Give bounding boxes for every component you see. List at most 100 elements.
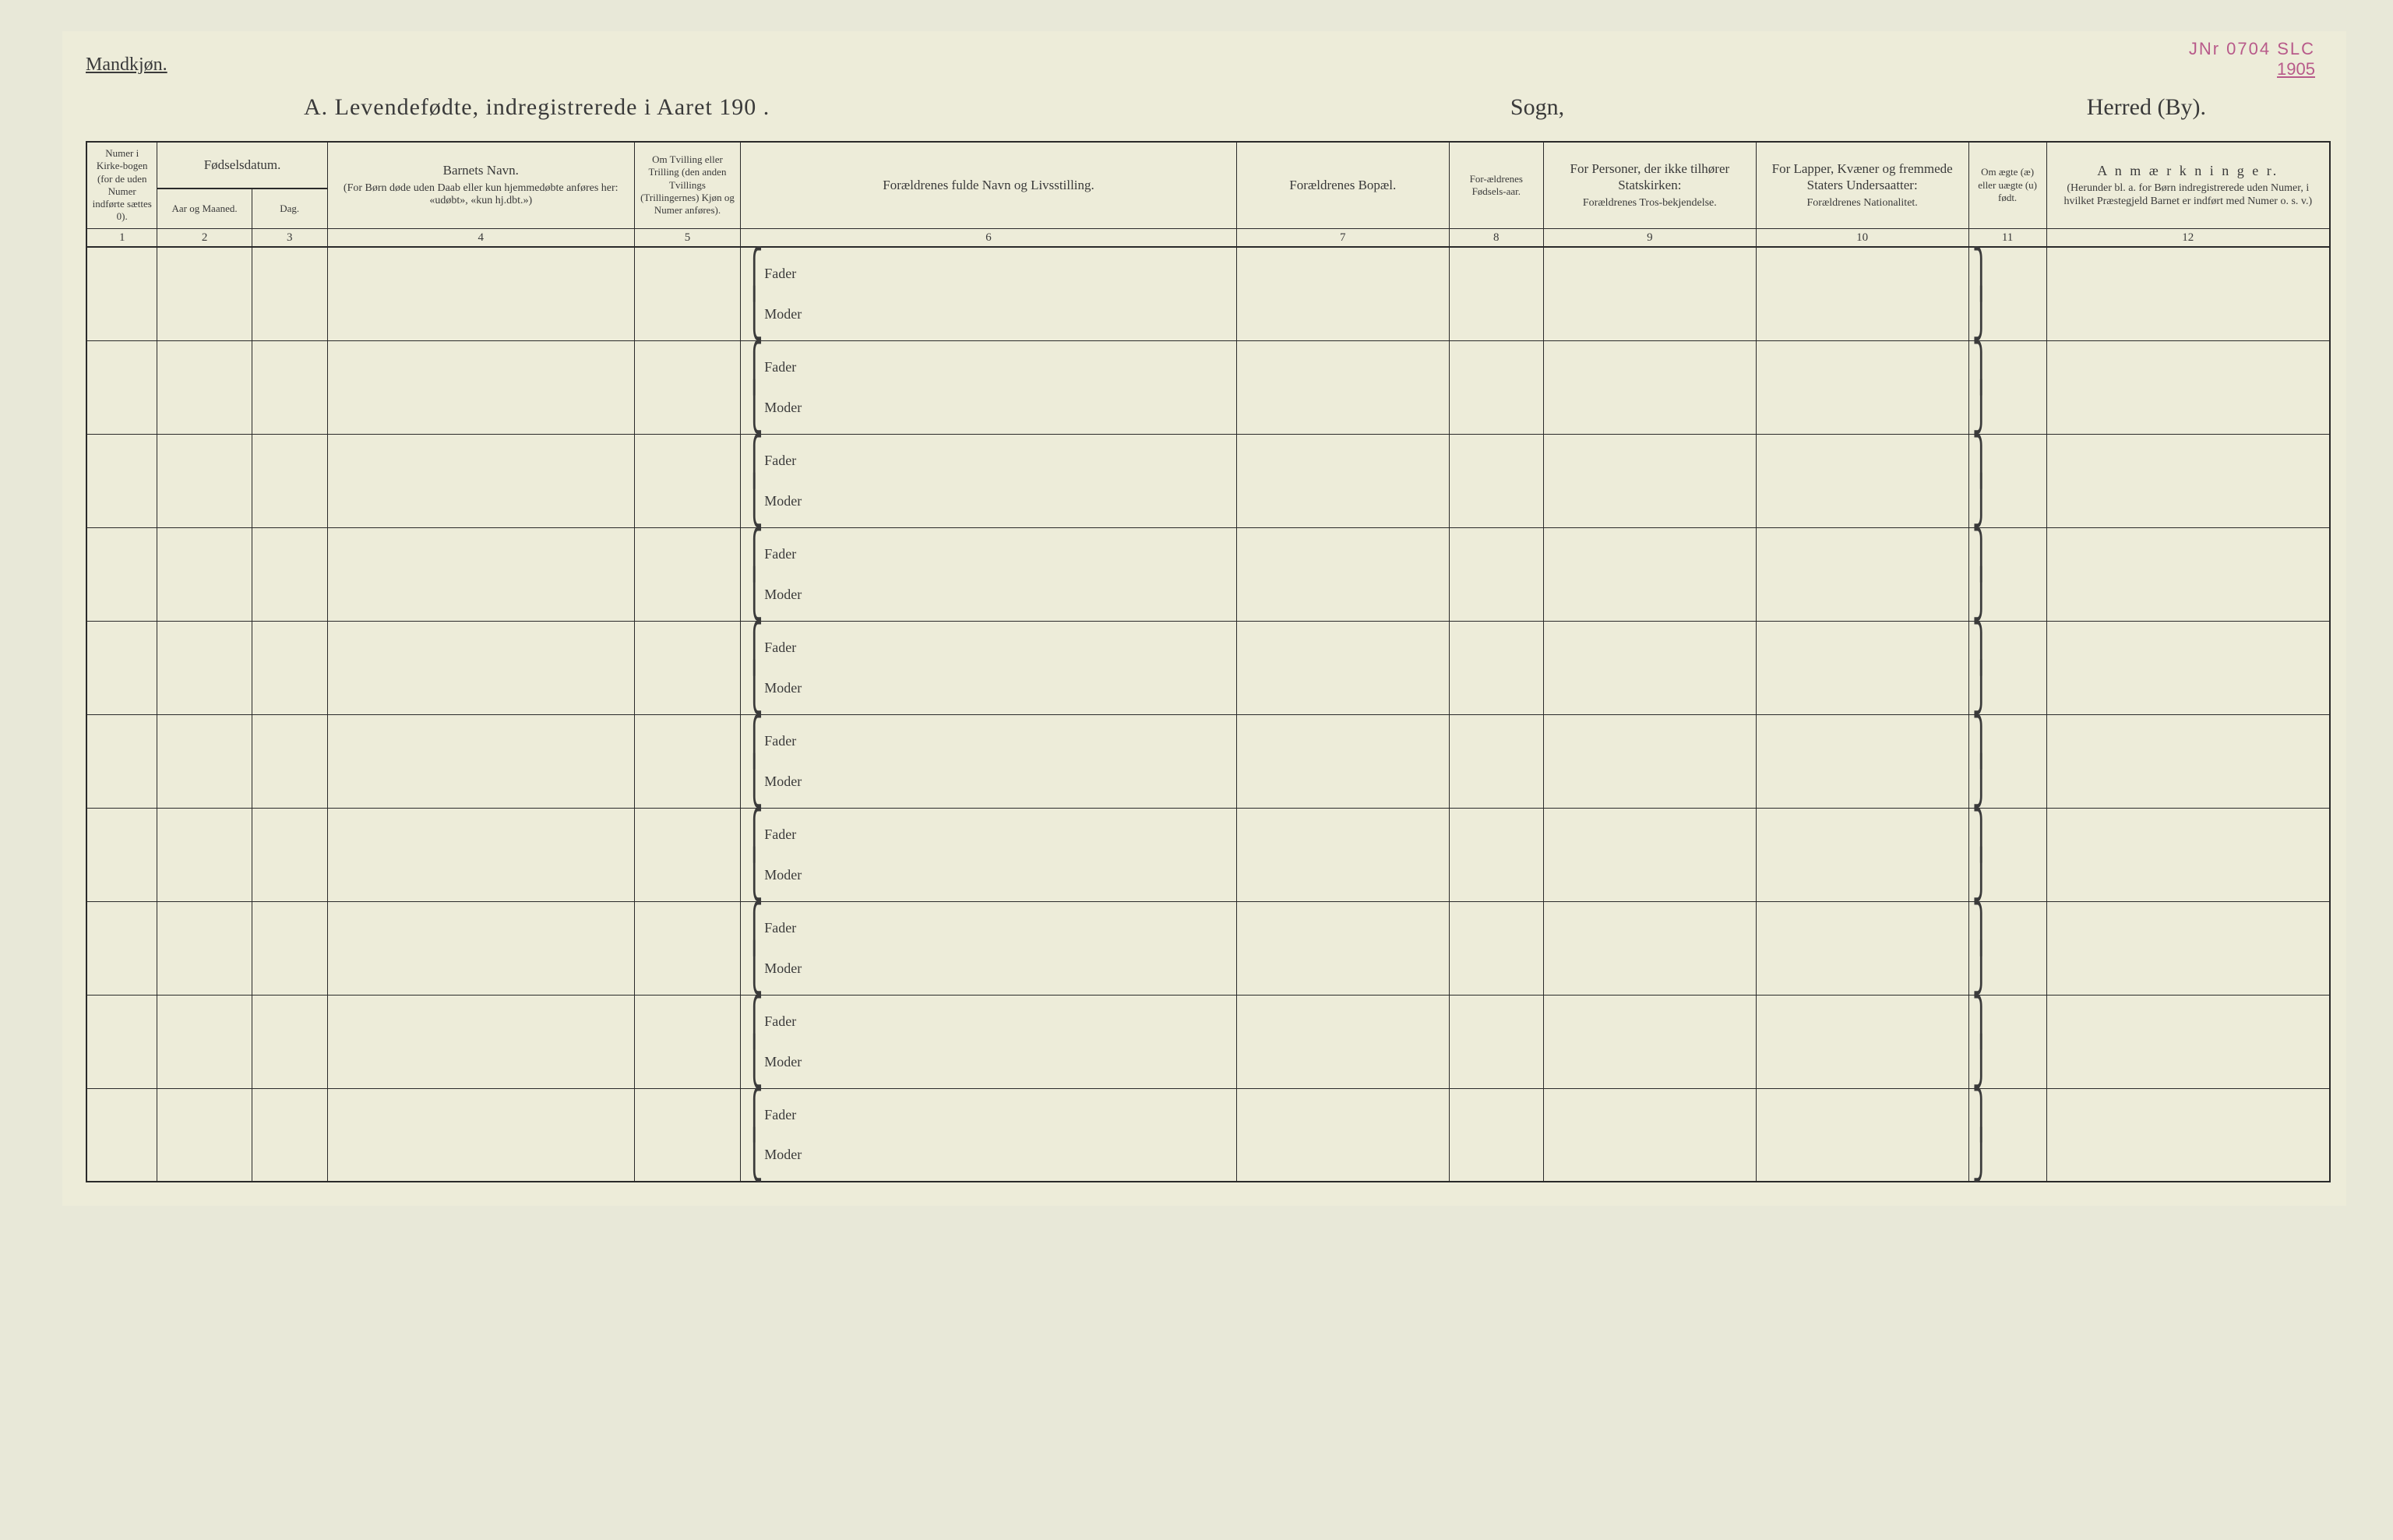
father-label: Fader	[764, 266, 796, 282]
cell	[252, 621, 327, 714]
legitimacy-cell: ⎫⎭	[1969, 1089, 2046, 1182]
cell	[1449, 995, 1543, 1088]
col-10-title: For Lapper, Kvæner og fremmede Staters U…	[1772, 161, 1953, 192]
col-header-8: For-ældrenes Fødsels-aar.	[1449, 142, 1543, 228]
colnum-5: 5	[634, 228, 740, 247]
father-label: Fader	[764, 826, 796, 843]
father-row: ⎧Fader	[741, 826, 1236, 843]
stamp-line-1: JNr 0704 SLC	[2189, 39, 2315, 59]
table-row: ⎧Fader ⎩Moder ⎫⎭	[86, 247, 2330, 340]
mother-row: ⎩Moder	[741, 867, 1236, 883]
cell: ⎧Fader⎩Moder	[741, 340, 1237, 434]
cell	[634, 901, 740, 995]
cell	[2046, 901, 2330, 995]
cell	[1236, 901, 1449, 995]
cell	[1449, 434, 1543, 527]
cell	[1236, 995, 1449, 1088]
father-label: Fader	[764, 920, 796, 936]
cell	[327, 527, 634, 621]
cell	[252, 1088, 327, 1182]
cell	[1236, 527, 1449, 621]
mother-row: ⎩Moder	[741, 306, 1236, 322]
table-row: ⎧Fader⎩Moder⎫⎭	[86, 1088, 2330, 1182]
col-9-title: For Personer, der ikke tilhører Statskir…	[1570, 161, 1729, 192]
cell	[1449, 808, 1543, 901]
cell	[1756, 340, 1968, 434]
cell	[1756, 808, 1968, 901]
parents-cell: ⎧Fader ⎩Moder	[741, 248, 1236, 340]
legitimacy-cell: ⎫⎭	[1969, 248, 2046, 340]
colnum-8: 8	[1449, 228, 1543, 247]
mother-row: ⎩Moder	[741, 493, 1236, 509]
col-header-4: Barnets Navn. (For Børn døde uden Daab e…	[327, 142, 634, 228]
colnum-9: 9	[1543, 228, 1756, 247]
cell	[634, 995, 740, 1088]
cell	[157, 995, 252, 1088]
cell	[1236, 340, 1449, 434]
mother-label: Moder	[764, 1054, 802, 1070]
cell	[252, 808, 327, 901]
cell	[634, 1088, 740, 1182]
cell	[1756, 901, 1968, 995]
legitimacy-cell: ⎫⎭	[1969, 622, 2046, 714]
cell	[157, 247, 252, 340]
cell	[1449, 1088, 1543, 1182]
father-row: ⎧Fader	[741, 920, 1236, 936]
cell	[1449, 901, 1543, 995]
mother-row: ⎩Moder	[741, 400, 1236, 416]
cell	[1756, 714, 1968, 808]
parents-cell: ⎧Fader⎩Moder	[741, 715, 1236, 808]
col-header-1: Numer i Kirke-bogen (for de uden Numer i…	[86, 142, 157, 228]
parents-cell: ⎧Fader⎩Moder	[741, 902, 1236, 995]
cell	[2046, 995, 2330, 1088]
cell	[86, 901, 157, 995]
cell	[2046, 714, 2330, 808]
father-row: ⎧Fader	[741, 546, 1236, 562]
mother-label: Moder	[764, 774, 802, 790]
cell	[1449, 621, 1543, 714]
cell: ⎫⎭	[1968, 340, 2046, 434]
cell	[2046, 527, 2330, 621]
cell	[1543, 621, 1756, 714]
col-header-12: A n m æ r k n i n g e r. (Herunder bl. a…	[2046, 142, 2330, 228]
col-10-sub: Forældrenes Nationalitet.	[1761, 197, 1964, 210]
cell: ⎧Fader ⎩Moder	[741, 808, 1237, 901]
mother-label: Moder	[764, 587, 802, 603]
table-row: ⎧Fader⎩Moder⎫⎭	[86, 621, 2330, 714]
cell: ⎫⎭	[1968, 901, 2046, 995]
father-row: ⎧Fader	[741, 733, 1236, 749]
father-row: ⎧Fader	[741, 1013, 1236, 1030]
cell	[2046, 808, 2330, 901]
sogn-label: Sogn,	[1510, 94, 1564, 121]
cell	[86, 527, 157, 621]
cell	[1543, 714, 1756, 808]
cell	[327, 621, 634, 714]
colnum-4: 4	[327, 228, 634, 247]
herred-label: Herred (By).	[2087, 94, 2206, 121]
col-4-sub: (For Børn døde uden Daab eller kun hjemm…	[333, 182, 629, 209]
col-header-10: For Lapper, Kvæner og fremmede Staters U…	[1756, 142, 1968, 228]
legitimacy-cell: ⎫⎭	[1969, 996, 2046, 1088]
father-row: ⎧Fader	[741, 640, 1236, 656]
father-label: Fader	[764, 453, 796, 469]
archive-stamp: JNr 0704 SLC 1905	[2189, 39, 2315, 80]
register-table: Numer i Kirke-bogen (for de uden Numer i…	[86, 141, 2331, 1182]
colnum-10: 10	[1756, 228, 1968, 247]
cell	[252, 527, 327, 621]
cell	[327, 995, 634, 1088]
father-row: ⎧Fader	[741, 1107, 1236, 1123]
cell	[252, 995, 327, 1088]
cell	[1449, 247, 1543, 340]
cell	[1756, 621, 1968, 714]
cell: ⎫⎭	[1968, 527, 2046, 621]
cell	[2046, 247, 2330, 340]
colnum-1: 1	[86, 228, 157, 247]
father-row: ⎧Fader	[741, 266, 1236, 282]
cell	[86, 621, 157, 714]
cell	[252, 340, 327, 434]
cell	[634, 434, 740, 527]
colnum-11: 11	[1968, 228, 2046, 247]
cell	[327, 901, 634, 995]
title-row: A. Levendefødte, indregistrerede i Aaret…	[304, 94, 2300, 121]
cell: ⎧Fader⎩Moder	[741, 527, 1237, 621]
